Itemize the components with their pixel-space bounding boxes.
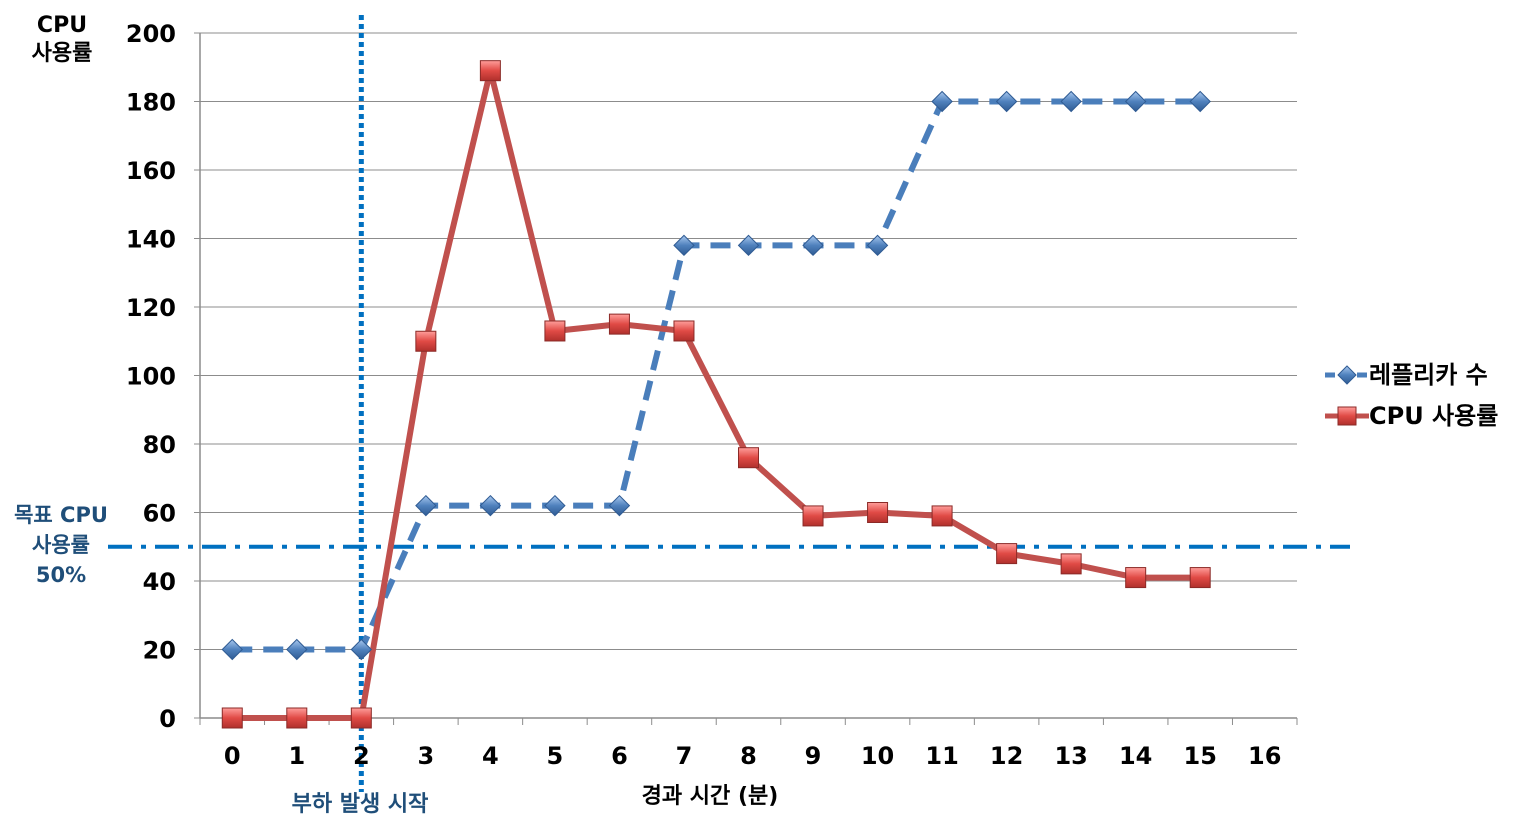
x-axis-title: 경과 시간 (분): [641, 784, 779, 809]
cpu-marker: [544, 320, 566, 342]
replicas-marker: [608, 494, 631, 517]
cpu-marker: [738, 447, 759, 469]
x-tick-label: 11: [925, 742, 958, 770]
y-tick-label: 140: [126, 226, 176, 254]
cpu-marker: [673, 320, 695, 342]
replicas-line: [232, 98, 1201, 653]
y-tick-label: 40: [143, 568, 176, 596]
event-line-label: 부하 발생 시작: [291, 792, 429, 817]
x-tick-label: 8: [740, 742, 757, 770]
y-tick-label: 80: [143, 431, 176, 459]
x-tick-label: 15: [1184, 742, 1217, 770]
replicas-marker: [1124, 90, 1147, 113]
legend-label-replicas: 레플리카 수: [1369, 361, 1488, 389]
y-tick-label: 0: [159, 705, 176, 733]
y-tick-label: 60: [143, 500, 176, 528]
legend-item-cpu: CPU 사용률: [1325, 399, 1515, 433]
y-tick-label: 200: [126, 20, 176, 48]
x-tick-label: 6: [611, 742, 628, 770]
replicas-marker: [866, 234, 889, 257]
x-tick-label: 10: [861, 742, 894, 770]
legend-swatch-replicas: [1325, 365, 1369, 385]
y-tick-label: 120: [126, 294, 176, 322]
y-tick-label: 20: [143, 637, 176, 665]
series: [221, 60, 1211, 729]
cpu-marker: [1060, 553, 1082, 575]
x-tick-label: 14: [1119, 742, 1152, 770]
cpu-marker: [867, 502, 889, 523]
cpu-line: [232, 67, 1201, 721]
cpu-marker: [608, 313, 630, 335]
y-tick-label: 100: [126, 363, 176, 391]
replicas-marker: [931, 90, 953, 113]
cpu-marker: [802, 505, 824, 527]
legend-swatch-cpu: [1325, 406, 1369, 426]
replicas-marker: [1189, 90, 1211, 113]
replicas-marker: [802, 234, 824, 257]
x-tick-label: 12: [990, 742, 1023, 770]
x-tick-label: 7: [676, 742, 693, 770]
y-tick-label: 180: [126, 89, 176, 117]
replicas-marker: [415, 494, 437, 517]
replicas-marker: [995, 90, 1018, 113]
replicas-marker: [479, 494, 502, 517]
legend-item-replicas: 레플리카 수: [1325, 358, 1515, 392]
cpu-marker: [221, 707, 243, 729]
replicas-marker: [350, 638, 373, 661]
target-line-label: 목표 CPU 사용률 50%: [14, 503, 108, 587]
x-tick-label: 0: [224, 742, 241, 770]
replicas-marker: [673, 234, 695, 257]
replicas-marker: [544, 494, 566, 517]
x-tick-label: 4: [482, 742, 499, 770]
x-tick-label: 3: [418, 742, 435, 770]
y-axis-title: CPU 사용률: [31, 13, 93, 66]
gridlines: [200, 32, 1297, 650]
y-tick-label: 160: [126, 157, 176, 185]
replicas-marker: [221, 638, 243, 661]
replicas-marker: [1060, 90, 1082, 113]
cpu-marker: [996, 543, 1018, 565]
x-tick-label: 9: [805, 742, 822, 770]
replicas-marker: [286, 638, 308, 661]
axes: [194, 32, 1298, 725]
cpu-marker: [479, 60, 501, 82]
cpu-marker: [931, 505, 953, 527]
x-tick-label: 5: [547, 742, 564, 770]
legend-label-cpu: CPU 사용률: [1369, 402, 1499, 430]
cpu-marker: [350, 707, 372, 729]
cpu-marker: [286, 707, 308, 729]
cpu-marker: [415, 330, 437, 352]
x-tick-label: 2: [353, 742, 370, 770]
x-tick-label: 1: [288, 742, 305, 770]
x-tick-label: 16: [1248, 742, 1281, 770]
replicas-marker: [737, 234, 760, 257]
x-tick-label: 13: [1054, 742, 1087, 770]
cpu-marker: [1189, 567, 1211, 589]
reference-lines: [108, 15, 1350, 792]
cpu-marker: [1125, 567, 1147, 589]
